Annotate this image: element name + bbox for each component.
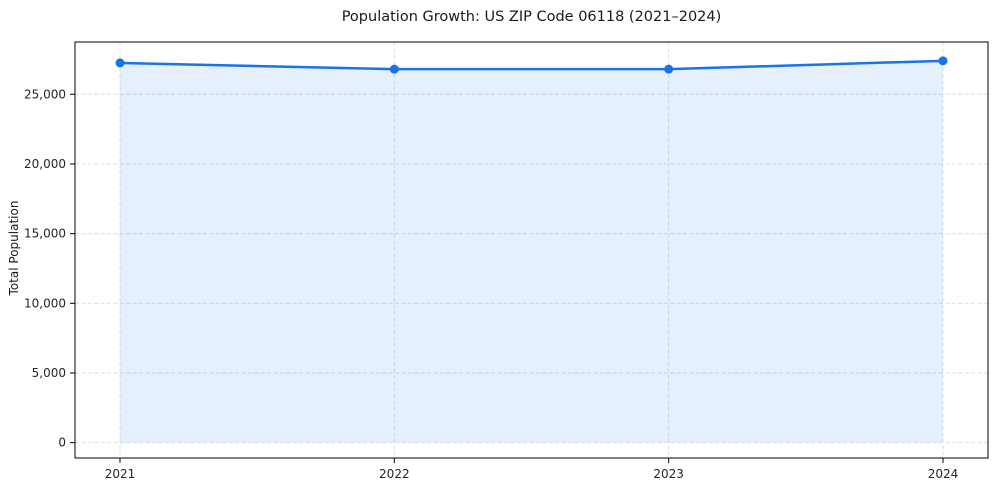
plot-border: [74, 41, 989, 459]
y-tick-label: 10,000: [24, 296, 66, 310]
x-tick-label: 2024: [928, 467, 959, 481]
data-point-marker: [389, 64, 399, 74]
data-line: [118, 59, 945, 71]
data-point-marker: [938, 56, 948, 66]
y-tick-label: 20,000: [24, 157, 66, 171]
x-tick-label: 2021: [105, 467, 136, 481]
chart-title: Population Growth: US ZIP Code 06118 (20…: [341, 9, 722, 25]
y-tick-label: 5,000: [32, 366, 66, 380]
x-tick-label: 2022: [379, 467, 410, 481]
data-point-marker: [115, 58, 125, 68]
y-tick-label: 25,000: [24, 87, 66, 101]
y-tick-label: 0: [58, 436, 66, 450]
data-point-marker: [664, 64, 674, 74]
y-tick-label: 15,000: [24, 227, 66, 241]
area-fill: [120, 60, 943, 443]
x-tick-label: 2023: [653, 467, 684, 481]
